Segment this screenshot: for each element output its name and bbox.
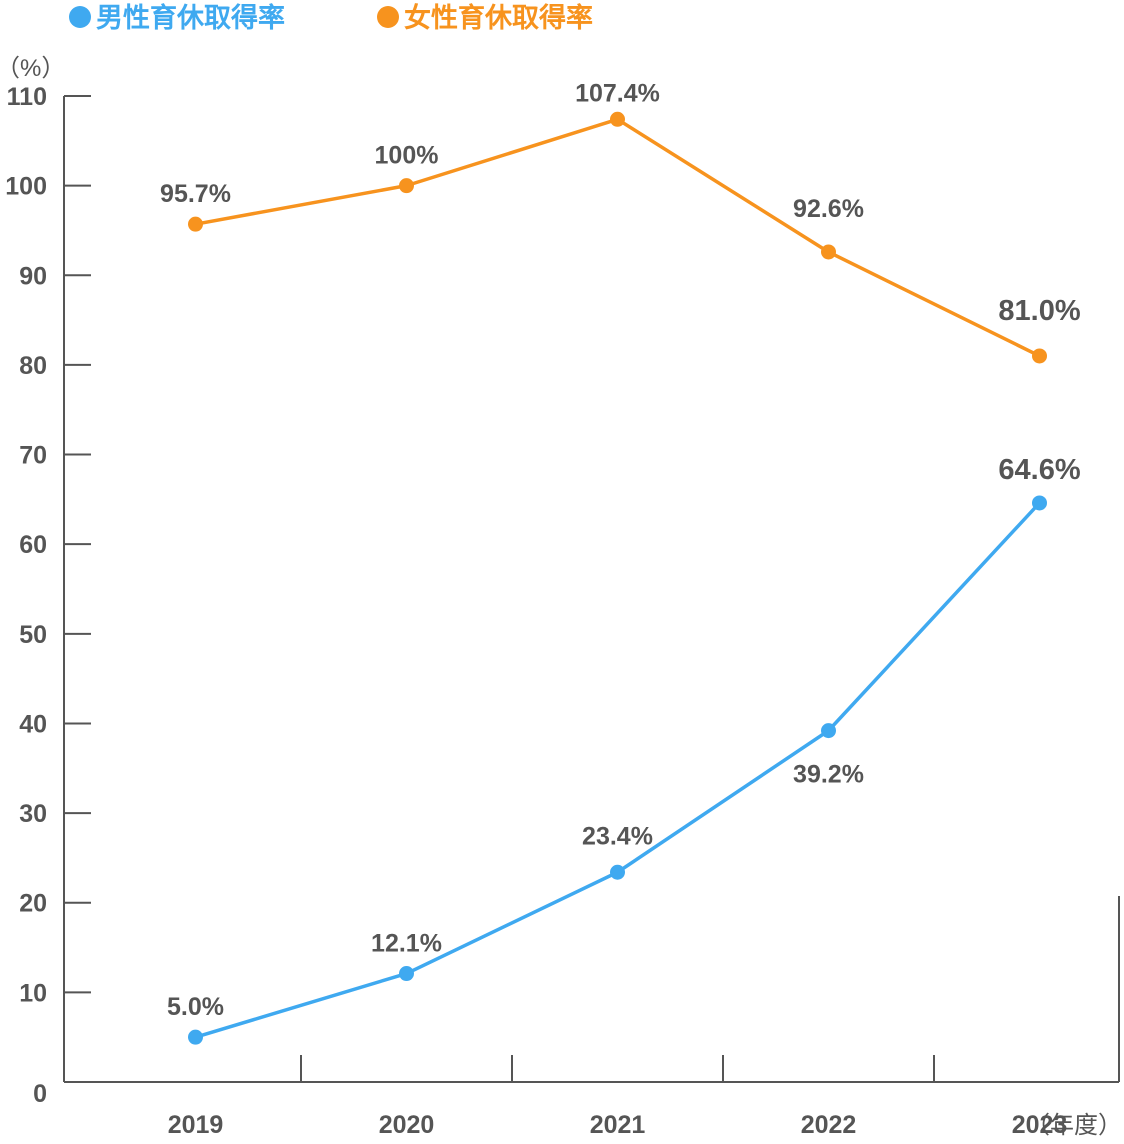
x-tick-label: 2023 [1012, 1111, 1068, 1139]
series-line-male [194, 501, 1041, 1039]
legend: 男性育休取得率 女性育休取得率 [69, 2, 593, 33]
series-lines [194, 117, 1041, 1039]
data-point-female [821, 244, 836, 260]
data-point-female [399, 178, 414, 194]
y-tick-label: 0 [33, 1080, 47, 1108]
data-point-male [188, 1029, 203, 1045]
x-axis-ticks: 2019 2020 2021 2022 2023 [168, 1055, 1068, 1139]
data-label-female: 81.0% [998, 295, 1080, 327]
data-point-male [399, 966, 414, 982]
y-tick-label: 40 [19, 710, 47, 738]
data-point-male [1032, 495, 1047, 511]
data-labels: 5.0% 12.1% 23.4% 39.2% 64.6% 95.7% 100% 107.4% 9… [160, 79, 1081, 1021]
x-tick-label: 2020 [379, 1111, 435, 1139]
data-label-female: 100% [375, 142, 439, 170]
data-label-male: 23.4% [582, 822, 653, 850]
y-tick-label: 80 [19, 352, 47, 380]
data-point-female [610, 111, 625, 127]
series-points [188, 111, 1047, 1045]
legend-marker-male [69, 6, 91, 28]
data-label-female: 92.6% [793, 195, 864, 223]
y-tick-label: 30 [19, 800, 47, 828]
data-label-male: 12.1% [371, 930, 442, 958]
x-axis-unit-label: （年度） [1026, 1112, 1122, 1139]
data-point-male [610, 864, 625, 880]
data-label-female: 107.4% [575, 79, 660, 107]
data-point-male [821, 723, 836, 739]
series-line-female [195, 117, 1041, 358]
data-label-female: 95.7% [160, 180, 231, 208]
x-tick-label: 2022 [801, 1111, 857, 1139]
y-tick-label: 10 [19, 979, 47, 1007]
x-tick-label: 2019 [168, 1111, 224, 1139]
y-tick-label: 60 [19, 531, 47, 559]
x-tick-label: 2021 [590, 1111, 646, 1139]
data-point-female [1032, 348, 1047, 364]
y-tick-label: 50 [19, 621, 47, 649]
y-axis-ticks: 0 10 20 30 40 50 60 70 80 90 100 110 [5, 83, 91, 1108]
legend-label-male: 男性育休取得率 [96, 2, 285, 33]
data-label-male: 39.2% [793, 761, 864, 789]
legend-label-female: 女性育休取得率 [404, 2, 593, 33]
y-tick-label: 90 [19, 262, 47, 290]
y-axis-unit-label: （%） [0, 55, 65, 82]
legend-marker-female [377, 6, 399, 28]
y-tick-label: 100 [5, 173, 47, 201]
data-label-male: 64.6% [998, 454, 1080, 486]
axes [63, 96, 1120, 1083]
data-label-male: 5.0% [167, 993, 224, 1021]
y-tick-label: 20 [19, 890, 47, 918]
y-tick-label: 110 [7, 83, 47, 111]
y-tick-label: 70 [19, 442, 47, 470]
data-point-female [188, 216, 203, 232]
